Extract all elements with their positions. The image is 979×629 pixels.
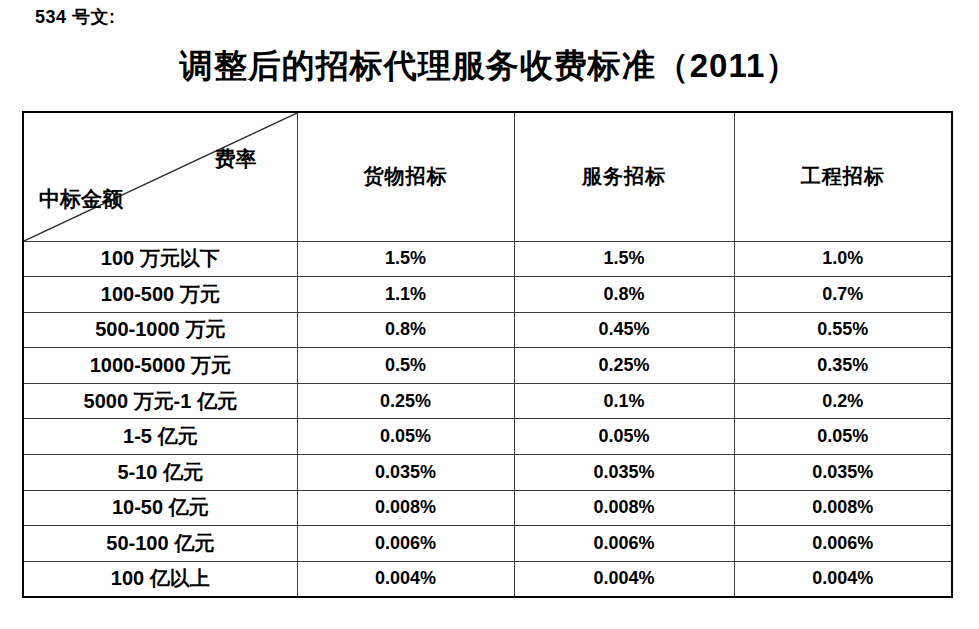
corner-label-bid-amount: 中标金额 [39,185,123,213]
rate-cell: 0.2% [734,383,952,419]
row-label: 100-500 万元 [23,277,297,313]
table-row: 100-500 万元1.1%0.8%0.7% [23,277,952,313]
rate-cell: 0.004% [297,561,514,597]
rate-cell: 0.25% [514,348,734,384]
rate-cell: 0.004% [514,561,734,597]
rate-cell: 0.05% [297,419,514,455]
rate-cell: 1.1% [297,277,514,313]
table-row: 1-5 亿元0.05%0.05%0.05% [23,419,952,455]
table-row: 5-10 亿元0.035%0.035%0.035% [23,455,952,491]
row-label: 100 亿以上 [23,561,297,597]
table-row: 1000-5000 万元0.5%0.25%0.35% [23,348,952,384]
row-label: 10-50 亿元 [23,490,297,526]
rate-cell: 0.7% [734,277,952,313]
rate-cell: 0.008% [514,490,734,526]
rate-cell: 0.25% [297,383,514,419]
rate-cell: 0.006% [297,526,514,562]
row-label: 1000-5000 万元 [23,348,297,384]
rate-cell: 0.006% [514,526,734,562]
corner-header-cell: 费率 中标金额 [23,112,297,241]
rate-cell: 0.45% [514,312,734,348]
page-title: 调整后的招标代理服务收费标准（2011） [0,44,979,89]
fee-table-header: 费率 中标金额 货物招标服务招标工程招标 [23,112,952,241]
row-label: 5-10 亿元 [23,455,297,491]
fee-table: 费率 中标金额 货物招标服务招标工程招标 100 万元以下1.5%1.5%1.0… [22,111,953,598]
row-label: 50-100 亿元 [23,526,297,562]
rate-cell: 0.55% [734,312,952,348]
fee-table-body: 100 万元以下1.5%1.5%1.0%100-500 万元1.1%0.8%0.… [23,241,952,597]
document-page: 534 号文: 调整后的招标代理服务收费标准（2011） 费率 中标金额 货物招… [0,0,979,629]
row-label: 5000 万元-1 亿元 [23,383,297,419]
table-row: 50-100 亿元0.006%0.006%0.006% [23,526,952,562]
rate-cell: 0.05% [514,419,734,455]
table-row: 500-1000 万元0.8%0.45%0.55% [23,312,952,348]
rate-cell: 1.5% [297,241,514,277]
rate-cell: 0.006% [734,526,952,562]
rate-cell: 0.1% [514,383,734,419]
column-header-2: 服务招标 [514,112,734,241]
rate-cell: 0.35% [734,348,952,384]
rate-cell: 0.035% [734,455,952,491]
corner-label-rate: 费率 [215,145,257,173]
rate-cell: 1.5% [514,241,734,277]
rate-cell: 0.035% [514,455,734,491]
header-row: 费率 中标金额 货物招标服务招标工程招标 [23,112,952,241]
rate-cell: 0.035% [297,455,514,491]
rate-cell: 0.5% [297,348,514,384]
row-label: 100 万元以下 [23,241,297,277]
column-header-3: 工程招标 [734,112,952,241]
row-label: 500-1000 万元 [23,312,297,348]
table-row: 5000 万元-1 亿元0.25%0.1%0.2% [23,383,952,419]
rate-cell: 1.0% [734,241,952,277]
rate-cell: 0.008% [734,490,952,526]
column-header-1: 货物招标 [297,112,514,241]
table-row: 100 亿以上0.004%0.004%0.004% [23,561,952,597]
rate-cell: 0.004% [734,561,952,597]
row-label: 1-5 亿元 [23,419,297,455]
rate-cell: 0.8% [514,277,734,313]
table-row: 10-50 亿元0.008%0.008%0.008% [23,490,952,526]
rate-cell: 0.8% [297,312,514,348]
rate-cell: 0.05% [734,419,952,455]
doc-number: 534 号文: [35,5,116,29]
rate-cell: 0.008% [297,490,514,526]
table-row: 100 万元以下1.5%1.5%1.0% [23,241,952,277]
